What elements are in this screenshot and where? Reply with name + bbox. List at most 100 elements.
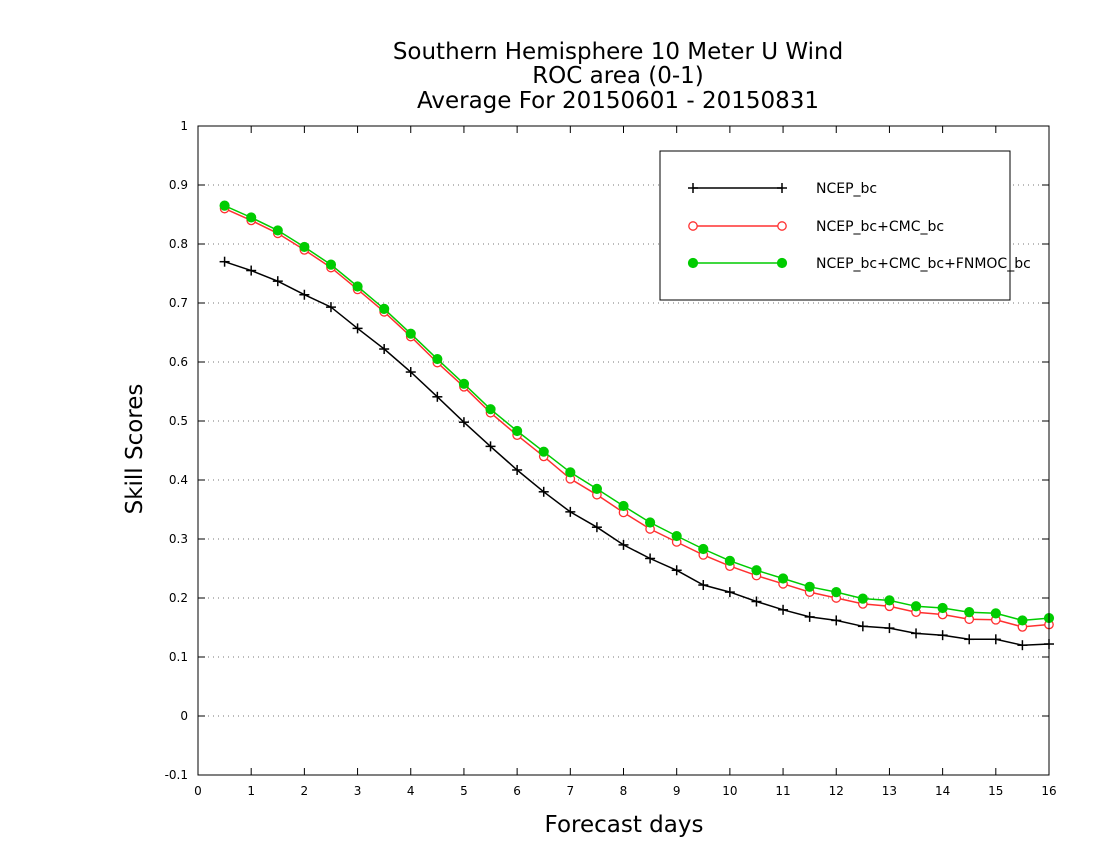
legend: NCEP_bc NCEP_bc+CMC_bc NCEP_bc+CMC_bc+FNMO… — [659, 150, 1031, 301]
data-point — [458, 417, 469, 428]
grid — [198, 184, 1049, 717]
legend-marker — [687, 257, 699, 269]
data-point — [990, 608, 1001, 619]
data-point — [512, 425, 523, 437]
x-tick-label: 16 — [1041, 784, 1056, 798]
series-line — [224, 260, 1050, 646]
data-point — [671, 530, 682, 542]
legend-marker — [776, 257, 788, 269]
y-tick-label: 0.6 — [169, 355, 188, 369]
data-point — [937, 630, 948, 641]
x-axis-title: Forecast days — [545, 812, 704, 838]
data-point — [1017, 640, 1028, 651]
x-tick-label: 11 — [775, 784, 790, 798]
y-tick-label: 1 — [180, 119, 188, 133]
data-point — [299, 289, 310, 300]
data-point — [911, 628, 922, 639]
data-point — [778, 604, 789, 615]
x-tick-label: 5 — [460, 784, 468, 798]
data-point — [458, 378, 470, 389]
x-tick-label: 7 — [566, 784, 574, 798]
data-point — [405, 328, 416, 339]
y-tick-label: 0.3 — [169, 532, 188, 546]
data-point — [538, 486, 549, 497]
legend-item-2: NCEP_bc+CMC_bc — [688, 219, 944, 235]
x-tick-label: 9 — [673, 784, 681, 798]
data-point — [618, 500, 629, 512]
x-tick-label: 8 — [620, 784, 628, 798]
data-point — [565, 506, 576, 517]
data-point — [379, 344, 390, 355]
x-tick-label: 1 — [247, 784, 255, 798]
data-point — [325, 259, 337, 270]
data-point — [272, 276, 283, 287]
legend-label: NCEP_bc — [816, 181, 877, 197]
data-point — [618, 539, 629, 550]
legend-label: NCEP_bc+CMC_bc — [816, 219, 944, 235]
data-point — [884, 623, 895, 634]
data-point — [777, 573, 789, 584]
y-tick-label: 0 — [180, 709, 188, 723]
data-point — [724, 587, 735, 598]
data-point — [485, 441, 496, 452]
data-point — [299, 241, 310, 253]
legend-marker — [777, 183, 787, 193]
data-point — [857, 621, 868, 632]
data-point — [272, 225, 283, 236]
data-point — [831, 615, 842, 626]
data-point — [724, 555, 735, 566]
x-tick-label: 15 — [988, 784, 1003, 798]
data-point — [325, 302, 336, 313]
data-point — [644, 517, 656, 528]
x-tick-label: 14 — [935, 784, 950, 798]
y-tick-label: 0.5 — [169, 414, 188, 428]
data-point — [884, 595, 895, 606]
series-3 — [219, 200, 1055, 626]
legend-marker — [688, 183, 698, 193]
data-point — [591, 483, 603, 494]
x-tick-label: 4 — [407, 784, 415, 798]
chart-title-line-2: ROC area (0-1) — [532, 63, 704, 89]
data-point — [964, 634, 975, 645]
x-tick-label: 13 — [882, 784, 897, 798]
data-point — [512, 464, 523, 475]
data-point — [804, 581, 815, 592]
data-point — [485, 404, 496, 415]
data-point — [964, 607, 975, 618]
legend-marker — [688, 221, 698, 231]
x-tick-label: 2 — [301, 784, 309, 798]
y-tick-label: 0.4 — [169, 473, 188, 487]
plot-frame — [197, 125, 1050, 776]
data-point — [246, 212, 257, 223]
data-point — [219, 256, 230, 267]
series-layer — [219, 200, 1055, 651]
data-point — [432, 391, 443, 402]
x-tick-label: 0 — [194, 784, 202, 798]
data-point — [246, 265, 257, 276]
y-tick-label: 0.1 — [169, 650, 188, 664]
chart-title: Southern Hemisphere 10 Meter U Wind ROC … — [393, 39, 843, 114]
y-tick-label: 0.8 — [169, 237, 188, 251]
chart-title-line-1: Southern Hemisphere 10 Meter U Wind — [393, 39, 843, 65]
y-tick-label: 0.2 — [169, 591, 188, 605]
legend-item-1: NCEP_bc — [688, 181, 877, 197]
data-point — [1017, 615, 1028, 626]
data-point — [538, 446, 549, 457]
data-point — [591, 522, 602, 533]
x-tick-label: 10 — [722, 784, 737, 798]
legend-marker — [777, 221, 787, 231]
data-point — [698, 580, 709, 591]
y-axis-title: Skill Scores — [122, 384, 148, 515]
legend-item-3: NCEP_bc+CMC_bc+FNMOC_bc — [687, 256, 1031, 272]
data-point — [751, 565, 762, 576]
data-point — [405, 367, 416, 378]
x-tick-label: 6 — [513, 784, 521, 798]
data-point — [804, 611, 815, 622]
legend-label: NCEP_bc+CMC_bc+FNMOC_bc — [816, 256, 1031, 272]
data-point — [645, 553, 656, 564]
data-point — [857, 593, 868, 604]
data-point — [937, 602, 948, 614]
data-point — [565, 467, 576, 478]
data-point — [432, 353, 443, 365]
